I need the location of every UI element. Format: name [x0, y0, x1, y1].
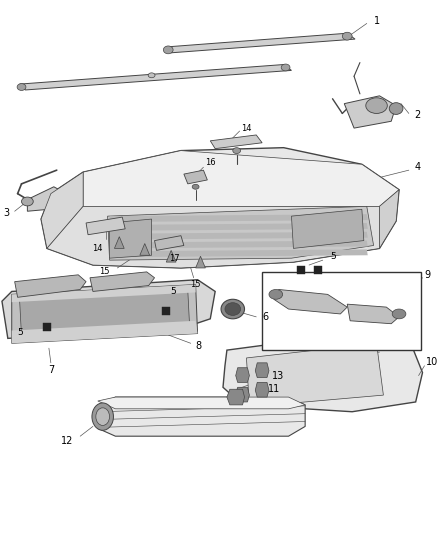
Text: 6: 6 — [262, 312, 268, 322]
Text: 7: 7 — [48, 365, 54, 375]
Ellipse shape — [366, 98, 387, 114]
Polygon shape — [274, 289, 347, 314]
Ellipse shape — [221, 299, 244, 319]
Text: 12: 12 — [61, 436, 73, 446]
Polygon shape — [2, 280, 215, 338]
Polygon shape — [108, 206, 374, 260]
Ellipse shape — [392, 309, 406, 319]
Ellipse shape — [148, 73, 155, 78]
Ellipse shape — [21, 197, 33, 206]
Polygon shape — [20, 64, 291, 90]
Polygon shape — [43, 323, 51, 330]
Ellipse shape — [269, 289, 283, 299]
Text: 8: 8 — [196, 341, 202, 351]
Polygon shape — [28, 187, 67, 211]
Polygon shape — [347, 304, 399, 324]
Text: 3: 3 — [4, 208, 10, 218]
Text: 5: 5 — [331, 252, 336, 261]
Ellipse shape — [96, 408, 110, 425]
Text: 2: 2 — [415, 110, 421, 120]
Ellipse shape — [17, 84, 26, 91]
Text: 17: 17 — [169, 254, 180, 263]
Polygon shape — [86, 217, 125, 235]
Polygon shape — [114, 237, 124, 248]
Polygon shape — [184, 170, 207, 184]
Polygon shape — [314, 266, 322, 274]
Ellipse shape — [389, 103, 403, 115]
Polygon shape — [236, 368, 249, 382]
Ellipse shape — [343, 33, 352, 40]
Text: 14: 14 — [241, 124, 252, 133]
Polygon shape — [98, 397, 305, 436]
Text: 13: 13 — [272, 370, 284, 381]
Ellipse shape — [233, 148, 240, 154]
Polygon shape — [98, 397, 305, 409]
Polygon shape — [210, 135, 262, 149]
Text: 11: 11 — [268, 384, 280, 394]
Text: 1: 1 — [374, 15, 380, 26]
Polygon shape — [20, 290, 190, 336]
Text: 5: 5 — [18, 328, 24, 337]
Polygon shape — [41, 172, 83, 248]
Ellipse shape — [92, 403, 113, 430]
Polygon shape — [47, 206, 379, 268]
Text: 14: 14 — [92, 244, 103, 253]
Polygon shape — [12, 285, 198, 343]
Ellipse shape — [225, 303, 240, 316]
Polygon shape — [223, 334, 423, 411]
Polygon shape — [196, 256, 205, 268]
Ellipse shape — [163, 46, 173, 54]
Polygon shape — [110, 232, 368, 240]
Polygon shape — [227, 389, 244, 405]
Ellipse shape — [281, 64, 290, 71]
Polygon shape — [162, 307, 170, 315]
Polygon shape — [83, 151, 399, 206]
Polygon shape — [41, 148, 399, 268]
Polygon shape — [166, 33, 355, 53]
Polygon shape — [90, 272, 155, 292]
Polygon shape — [291, 209, 364, 248]
Text: 15: 15 — [99, 268, 110, 277]
Polygon shape — [236, 387, 249, 402]
Text: 9: 9 — [424, 270, 431, 280]
Text: 5: 5 — [170, 287, 176, 296]
Polygon shape — [12, 321, 198, 343]
Polygon shape — [14, 275, 86, 297]
Polygon shape — [247, 343, 383, 407]
Polygon shape — [344, 96, 396, 128]
Polygon shape — [110, 219, 152, 258]
Text: 15: 15 — [191, 280, 201, 289]
Polygon shape — [140, 244, 150, 255]
Polygon shape — [155, 236, 184, 251]
Polygon shape — [110, 249, 368, 257]
Polygon shape — [255, 363, 269, 377]
Polygon shape — [166, 251, 176, 262]
Polygon shape — [110, 223, 368, 231]
Polygon shape — [255, 382, 269, 397]
Ellipse shape — [192, 184, 199, 189]
Polygon shape — [379, 190, 399, 248]
Polygon shape — [12, 285, 196, 302]
Polygon shape — [297, 266, 305, 274]
Polygon shape — [110, 240, 368, 248]
Polygon shape — [110, 214, 368, 222]
Text: 16: 16 — [205, 158, 215, 167]
Bar — [262, 272, 420, 350]
Text: 10: 10 — [427, 357, 438, 367]
Text: 4: 4 — [415, 162, 421, 172]
